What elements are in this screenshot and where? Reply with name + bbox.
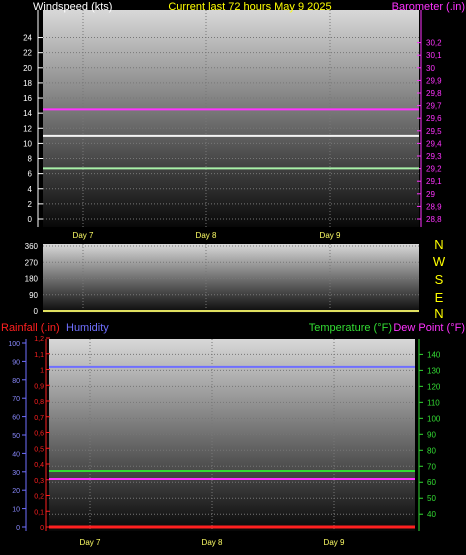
wind-tick-label: 22	[23, 49, 32, 58]
wind-tick-label: 18	[23, 79, 32, 88]
direction-tick-label: 180	[25, 275, 39, 284]
compass-label-n-top: N	[434, 237, 443, 252]
rain-tick-label: 1,1	[34, 352, 44, 359]
wind-tick-label: 4	[28, 185, 33, 194]
wind-tick-label: 6	[28, 170, 33, 179]
humidity-tick-label: 10	[12, 507, 20, 514]
wind-day-label: Day 7	[73, 231, 94, 240]
compass-label-s: S	[435, 272, 444, 287]
barometer-tick-label: 29,6	[426, 114, 442, 123]
barometer-tick-label: 29,5	[426, 127, 442, 136]
bottom-day-label: Day 8	[202, 538, 223, 547]
barometer-tick-label: 29	[426, 190, 435, 199]
temperature-title: Temperature (°F)	[309, 322, 392, 334]
rainfall-title: Rainfall (.in)	[1, 322, 60, 334]
direction-tick-label: 270	[25, 258, 39, 267]
rain-tick-label: 0,7	[34, 415, 44, 422]
humidity-title: Humidity	[66, 322, 109, 334]
humidity-tick-label: 40	[12, 451, 20, 458]
rain-tick-label: 0,5	[34, 446, 44, 453]
bottom-plot-area	[49, 339, 415, 531]
humidity-tick-label: 90	[12, 359, 20, 366]
direction-tick-label: 360	[25, 242, 39, 251]
rain-tick-label: 1,2	[34, 336, 44, 343]
windspeed-title: Windspeed (kts)	[33, 1, 112, 13]
wind-tick-label: 12	[23, 124, 32, 133]
chart-title: Current last 72 hours May 9 2025	[168, 1, 331, 13]
wind-tick-label: 16	[23, 94, 32, 103]
humidity-tick-label: 20	[12, 488, 20, 495]
humidity-tick-label: 60	[12, 415, 20, 422]
barometer-tick-label: 30	[426, 64, 435, 73]
temperature-tick-label: 80	[427, 446, 436, 455]
humidity-tick-label: 80	[12, 378, 20, 385]
compass-label-e: E	[435, 290, 444, 305]
temperature-tick-label: 130	[427, 366, 441, 375]
barometer-tick-label: 29,2	[426, 165, 442, 174]
dewpoint-title: Dew Point (°F)	[393, 322, 465, 334]
direction-tick-label: 0	[34, 307, 39, 316]
temperature-tick-label: 50	[427, 494, 436, 503]
wind-tick-label: 8	[28, 155, 33, 164]
barometer-tick-label: 28,9	[426, 202, 442, 211]
compass-label-n-bottom: N	[434, 306, 443, 321]
rain-tick-label: 0	[40, 525, 44, 532]
direction-tick-label: 90	[29, 291, 38, 300]
rain-tick-label: 0,9	[34, 383, 44, 390]
barometer-tick-label: 30,1	[426, 51, 442, 60]
rain-tick-label: 0,3	[34, 478, 44, 485]
wind-plot-area	[43, 10, 419, 227]
humidity-tick-label: 30	[12, 470, 20, 477]
wind-tick-label: 0	[28, 215, 33, 224]
bottom-day-label: Day 9	[324, 538, 345, 547]
rain-tick-label: 0,1	[34, 509, 44, 516]
humidity-tick-label: 0	[16, 525, 20, 532]
temperature-tick-label: 60	[427, 478, 436, 487]
temperature-tick-label: 120	[427, 382, 441, 391]
compass-label-w: W	[433, 254, 446, 269]
direction-plot-area	[43, 244, 419, 313]
temperature-tick-label: 140	[427, 350, 441, 359]
barometer-tick-label: 29,9	[426, 76, 442, 85]
barometer-tick-label: 29,3	[426, 152, 442, 161]
humidity-tick-label: 50	[12, 433, 20, 440]
temperature-tick-label: 90	[427, 430, 436, 439]
wind-tick-label: 14	[23, 109, 32, 118]
wind-tick-label: 20	[23, 64, 32, 73]
temperature-tick-label: 110	[427, 398, 440, 407]
wind-day-label: Day 8	[196, 231, 217, 240]
humidity-tick-label: 100	[8, 341, 20, 348]
rain-tick-label: 1	[40, 368, 44, 375]
wind-tick-label: 10	[23, 139, 32, 148]
wind-tick-label: 2	[28, 200, 33, 209]
chart-marks: Day 7 Day 8 Day 902468101214161820222428,8…	[8, 10, 442, 547]
temperature-tick-label: 100	[427, 414, 441, 423]
barometer-tick-label: 28,8	[426, 215, 442, 224]
wind-day-label: Day 9	[320, 231, 341, 240]
temperature-tick-label: 40	[427, 510, 436, 519]
wind-tick-label: 24	[23, 34, 32, 43]
barometer-tick-label: 30,2	[426, 39, 442, 48]
barometer-tick-label: 29,1	[426, 177, 442, 186]
barometer-tick-label: 29,4	[426, 139, 442, 148]
temperature-tick-label: 70	[427, 462, 436, 471]
humidity-tick-label: 70	[12, 396, 20, 403]
barometer-tick-label: 29,8	[426, 89, 442, 98]
rain-tick-label: 0,2	[34, 494, 44, 501]
rain-tick-label: 0,6	[34, 431, 44, 438]
barometer-tick-label: 29,7	[426, 102, 442, 111]
barometer-title: Barometer (.in)	[392, 1, 465, 13]
rain-tick-label: 0,8	[34, 399, 44, 406]
rain-tick-label: 0,4	[34, 462, 44, 469]
bottom-day-label: Day 7	[80, 538, 101, 547]
